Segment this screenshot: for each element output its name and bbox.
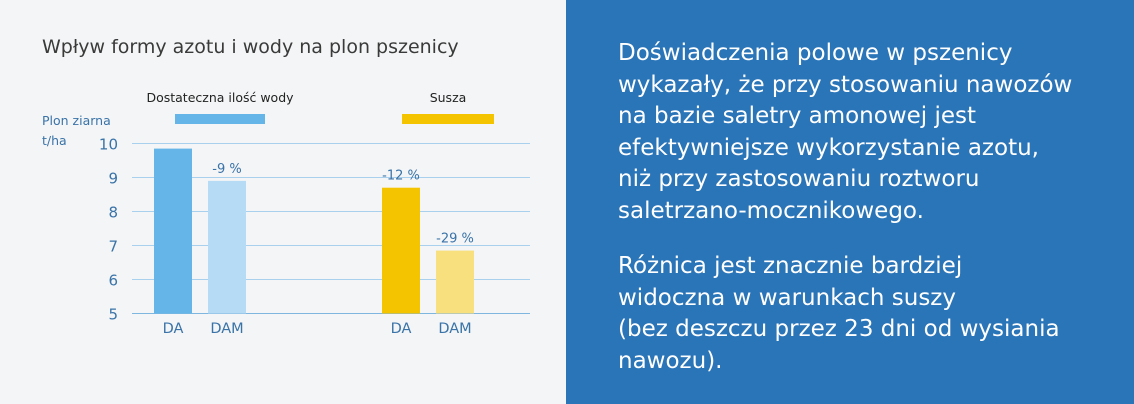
text-line: niż przy zastosowaniu roztworu — [618, 166, 980, 192]
y-tick-label: 10 — [99, 136, 118, 154]
x-tick-label: DAM — [438, 321, 471, 337]
bar — [436, 250, 474, 314]
x-tick-label: DA — [163, 321, 184, 337]
group-label: Dostateczna ilość wody — [146, 90, 294, 105]
y-tick-label: 9 — [108, 170, 118, 188]
text-line: nawozu). — [618, 347, 723, 374]
group-label: Susza — [430, 90, 467, 105]
text-line: wykazały, że przy stosowaniu nawozów — [618, 71, 1073, 98]
text-line: (bez deszczu przez 23 dni od wysiania — [618, 316, 1060, 342]
y-tick-label: 7 — [108, 238, 118, 256]
legend-swatch — [175, 114, 265, 124]
bar — [382, 187, 420, 314]
text-line: widoczna w warunkach suszy — [618, 284, 956, 311]
text-line: Różnica jest znacznie bardziej — [618, 253, 963, 279]
data-label: -29 % — [436, 232, 474, 247]
x-tick-label: DA — [391, 321, 412, 337]
legend-swatch — [402, 114, 494, 124]
bar — [154, 148, 192, 314]
text-line: efektywniejsze wykorzystanie azotu, — [618, 134, 1039, 161]
text-panel — [566, 0, 1134, 404]
bar — [208, 180, 246, 314]
y-axis-unit: t/ha — [42, 133, 67, 148]
data-label: -9 % — [212, 162, 241, 177]
y-axis-label: Plon ziarna — [42, 113, 111, 128]
text-line: Doświadczenia polowe w pszenicy — [618, 40, 1013, 66]
y-tick-label: 8 — [108, 204, 118, 222]
text-line: na bazie saletry amonowej jest — [618, 103, 977, 129]
bar-chart: 5 6 7 8 9 10 Plon ziarna t/ha Dostateczna ilość … — [42, 90, 530, 337]
text-line: saletrzano-mocznikowego. — [618, 197, 924, 224]
chart-panel: Wpływ formy azotu i wody na plon pszenic… — [0, 0, 566, 404]
data-label: -12 % — [382, 169, 420, 184]
y-tick-label: 6 — [108, 272, 118, 290]
x-tick-label: DAM — [210, 321, 243, 337]
paragraph-2: Różnica jest znacznie bardziej widoczna w… — [618, 251, 1118, 377]
chart-title: Wpływ formy azotu i wody na plon pszenic… — [42, 36, 459, 58]
paragraph-1: Doświadczenia polowe w pszenicy wykazały,… — [618, 38, 1118, 227]
y-tick-label: 5 — [108, 306, 118, 324]
